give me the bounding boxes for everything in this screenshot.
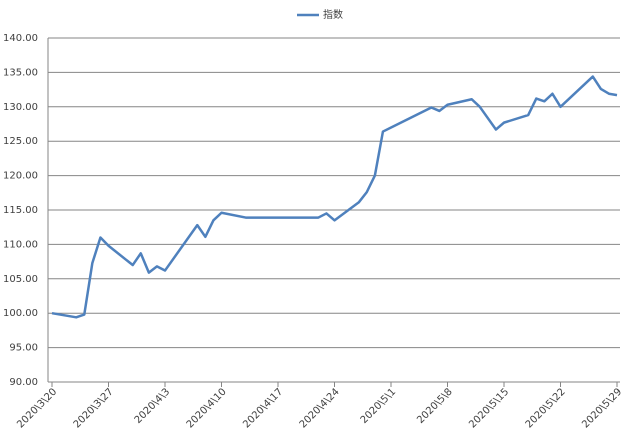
y-tick-label: 95.00: [9, 343, 38, 354]
x-tick-label: 2020\4\3: [133, 386, 173, 426]
x-tick-label: 2020\3\20: [15, 386, 59, 430]
x-tick-label: 2020\3\27: [72, 386, 116, 430]
legend-label: 指数: [323, 8, 343, 21]
x-tick-label: 2020\5\8: [415, 386, 455, 426]
x-tick-label: 2020\4\24: [298, 386, 342, 430]
y-tick-label: 130.00: [3, 102, 38, 113]
x-tick-label: 2020\5\15: [467, 386, 511, 430]
y-tick-label: 110.00: [3, 239, 38, 250]
y-tick-label: 100.00: [3, 308, 38, 319]
x-tick-label: 2020\4\10: [185, 386, 229, 430]
y-tick-label: 140.00: [3, 33, 38, 44]
x-tick-label: 2020\5\1: [359, 386, 399, 426]
y-tick-label: 90.00: [9, 377, 38, 388]
y-tick-label: 125.00: [3, 136, 38, 147]
y-tick-label: 120.00: [3, 171, 38, 182]
y-tick-label: 135.00: [3, 67, 38, 78]
y-tick-label: 115.00: [3, 205, 38, 216]
series-line: [51, 75, 618, 319]
x-tick-label: 2020\5\22: [524, 386, 568, 430]
x-tick-label: 2020\5\29: [580, 386, 624, 430]
y-tick-label: 105.00: [3, 274, 38, 285]
x-tick-label: 2020\4\17: [241, 386, 285, 430]
